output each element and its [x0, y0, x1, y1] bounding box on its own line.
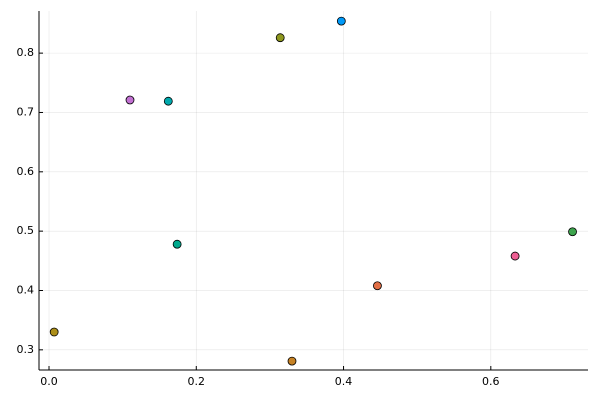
point: [49, 327, 59, 337]
point: [163, 96, 173, 106]
point: [373, 281, 382, 291]
x-tick-label: 0.6: [482, 375, 500, 388]
point: [125, 95, 135, 105]
point: [336, 16, 346, 26]
x-tick-label: 0.2: [188, 375, 206, 388]
point: [568, 227, 577, 237]
y-tick-label: 0.8: [17, 46, 35, 59]
y-tick-label: 0.5: [17, 224, 35, 237]
point: [287, 356, 297, 366]
x-tick-label: 0.4: [335, 375, 353, 388]
y-tick-label: 0.4: [17, 283, 35, 296]
y-tick-label: 0.6: [17, 165, 35, 178]
x-tick-label: 0.0: [40, 375, 58, 388]
y-tick-label: 0.3: [17, 343, 35, 356]
point: [510, 251, 520, 261]
point: [275, 33, 285, 43]
point: [172, 239, 182, 249]
y-tick-label: 0.7: [17, 105, 35, 118]
